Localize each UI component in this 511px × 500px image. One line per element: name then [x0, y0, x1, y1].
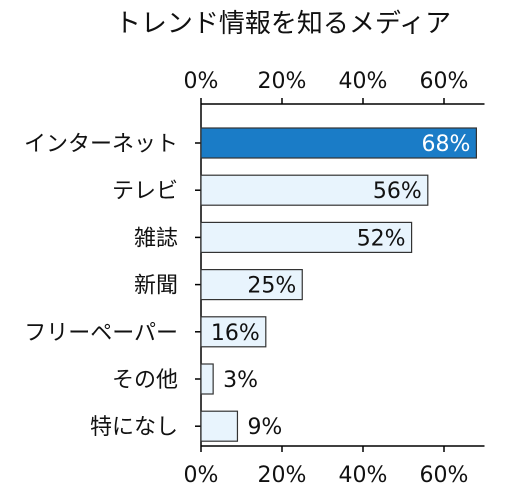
bar-value-label: 3%	[223, 368, 258, 393]
bottom-tick-label: 60%	[420, 463, 469, 488]
bar	[200, 316, 267, 348]
category-label: 新聞	[134, 274, 178, 299]
category-label: フリーペーパー	[24, 321, 178, 346]
bar-row: 新聞 25%	[134, 269, 303, 301]
bar	[200, 221, 413, 253]
bottom-tick-label: 20%	[258, 463, 307, 488]
bar-value-label: 25%	[247, 274, 296, 299]
top-axis-ticks: 0% 20% 40% 60%	[184, 69, 469, 104]
bar	[200, 363, 214, 395]
bar-value-label: 16%	[211, 321, 260, 346]
bar-value-label: 9%	[247, 415, 282, 440]
bar-value-label: 68%	[421, 132, 470, 157]
category-label: テレビ	[112, 179, 178, 204]
chart-title: トレンド情報を知るメディア	[115, 9, 451, 39]
bar	[200, 127, 477, 159]
top-tick-label: 0%	[184, 69, 219, 94]
bottom-tick-label: 40%	[339, 463, 388, 488]
bars-group: インターネット 68% テレビ 56% 雑誌 52% 新聞 25% フリーペーパー 16% その他 3…	[24, 127, 477, 442]
bar-value-label: 52%	[357, 226, 406, 251]
bar-row: インターネット 68%	[24, 127, 477, 159]
bar	[200, 410, 239, 442]
bar-row: フリーペーパー 16%	[24, 316, 267, 348]
category-label: その他	[112, 368, 178, 393]
bottom-axis-ticks: 0% 20% 40% 60%	[184, 446, 469, 488]
bottom-tick-label: 0%	[184, 463, 219, 488]
bar	[200, 269, 303, 301]
bar	[200, 174, 429, 206]
bar-row: テレビ 56%	[112, 174, 429, 206]
top-tick-label: 20%	[258, 69, 307, 94]
bar-row: 特になし 9%	[90, 410, 282, 442]
category-label: 特になし	[90, 415, 178, 440]
category-label: インターネット	[24, 132, 178, 157]
bar-row: 雑誌 52%	[134, 221, 413, 253]
top-tick-label: 60%	[420, 69, 469, 94]
category-label: 雑誌	[134, 226, 178, 251]
bar-row: その他 3%	[112, 363, 258, 395]
top-tick-label: 40%	[339, 69, 388, 94]
bar-value-label: 56%	[373, 179, 422, 204]
